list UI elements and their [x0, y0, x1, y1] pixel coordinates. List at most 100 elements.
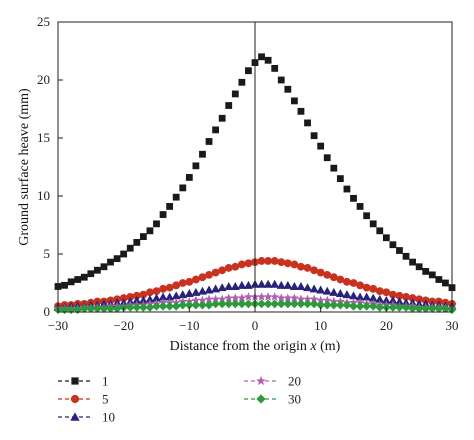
- legend-label: 1: [102, 374, 109, 389]
- data-point: [395, 291, 404, 300]
- data-point: [323, 154, 331, 162]
- data-point: [166, 203, 174, 210]
- data-point: [133, 239, 141, 246]
- data-point: [125, 302, 135, 312]
- data-point: [330, 164, 338, 172]
- y-axis-label: Ground surface heave (mm): [17, 88, 32, 246]
- data-point: [329, 287, 339, 296]
- data-point: [204, 294, 214, 304]
- data-point: [263, 292, 273, 301]
- data-point: [388, 290, 397, 299]
- data-point: [139, 233, 147, 240]
- data-point: [172, 281, 181, 290]
- data-point: [224, 282, 234, 291]
- y-tick-label: 15: [37, 130, 50, 145]
- data-point: [139, 290, 148, 299]
- data-point: [335, 289, 345, 297]
- data-point: [381, 295, 391, 304]
- data-point: [277, 76, 285, 84]
- data-point: [191, 295, 201, 305]
- series-5: [54, 257, 456, 311]
- data-point: [231, 90, 239, 98]
- data-point: [349, 279, 358, 287]
- data-point: [342, 300, 352, 310]
- data-point: [126, 244, 134, 252]
- data-point: [126, 293, 135, 301]
- data-point: [317, 142, 325, 150]
- data-point: [362, 301, 372, 311]
- data-point: [99, 304, 109, 313]
- y-tick-label: 20: [37, 72, 50, 87]
- data-point: [244, 259, 253, 268]
- data-point: [211, 294, 221, 304]
- data-point: [428, 271, 436, 279]
- data-point: [356, 281, 364, 290]
- data-point: [271, 65, 279, 72]
- data-point: [66, 305, 76, 315]
- data-point: [191, 300, 201, 310]
- data-point: [184, 289, 194, 297]
- data-point: [270, 279, 280, 288]
- data-point: [283, 299, 293, 309]
- data-point: [138, 295, 148, 304]
- data-point: [218, 114, 226, 122]
- data-point: [165, 301, 175, 311]
- data-point: [309, 294, 319, 304]
- data-point: [343, 277, 351, 286]
- data-point: [112, 304, 122, 313]
- data-point: [369, 220, 377, 228]
- data-point: [165, 283, 174, 292]
- data-point: [349, 301, 358, 311]
- data-point: [132, 302, 142, 312]
- y-tick-label: 5: [44, 246, 51, 261]
- data-point: [336, 175, 344, 182]
- data-point: [415, 295, 424, 304]
- data-point: [244, 299, 253, 309]
- data-point: [369, 284, 378, 293]
- data-point: [217, 294, 227, 304]
- x-tick-label: −10: [179, 318, 199, 333]
- data-point: [376, 227, 384, 235]
- y-tick-label: 10: [37, 188, 50, 203]
- data-point: [185, 174, 193, 181]
- legend-label: 10: [102, 410, 115, 425]
- data-point: [198, 273, 207, 282]
- data-point: [243, 292, 253, 301]
- data-point: [132, 295, 142, 304]
- data-point: [375, 294, 385, 303]
- data-point: [368, 301, 378, 311]
- legend-marker: [256, 375, 266, 386]
- data-point: [224, 264, 233, 272]
- legend-marker: [70, 412, 80, 421]
- data-point: [322, 295, 332, 305]
- data-point: [350, 194, 357, 202]
- data-point: [388, 295, 398, 304]
- x-tick-label: −20: [113, 318, 133, 333]
- data-point: [224, 293, 234, 302]
- data-point: [297, 262, 305, 271]
- legend-marker: [70, 394, 80, 404]
- data-point: [355, 301, 365, 311]
- data-point: [336, 275, 345, 284]
- x-tick-label: −30: [48, 318, 68, 333]
- data-point: [290, 260, 299, 269]
- data-point: [316, 295, 326, 305]
- data-point: [158, 292, 168, 301]
- data-point: [310, 132, 318, 140]
- data-point: [211, 268, 220, 277]
- data-point: [107, 258, 114, 266]
- data-point: [92, 304, 102, 313]
- data-point: [388, 302, 398, 312]
- data-point: [61, 281, 68, 289]
- legend-label: 20: [288, 374, 301, 389]
- data-point: [356, 203, 364, 210]
- data-point: [342, 290, 352, 299]
- data-point: [205, 270, 213, 279]
- data-point: [230, 282, 240, 291]
- data-point: [296, 299, 306, 309]
- data-point: [270, 257, 279, 265]
- data-point: [296, 294, 306, 304]
- data-point: [264, 257, 273, 265]
- data-point: [304, 119, 311, 127]
- data-point: [362, 283, 371, 292]
